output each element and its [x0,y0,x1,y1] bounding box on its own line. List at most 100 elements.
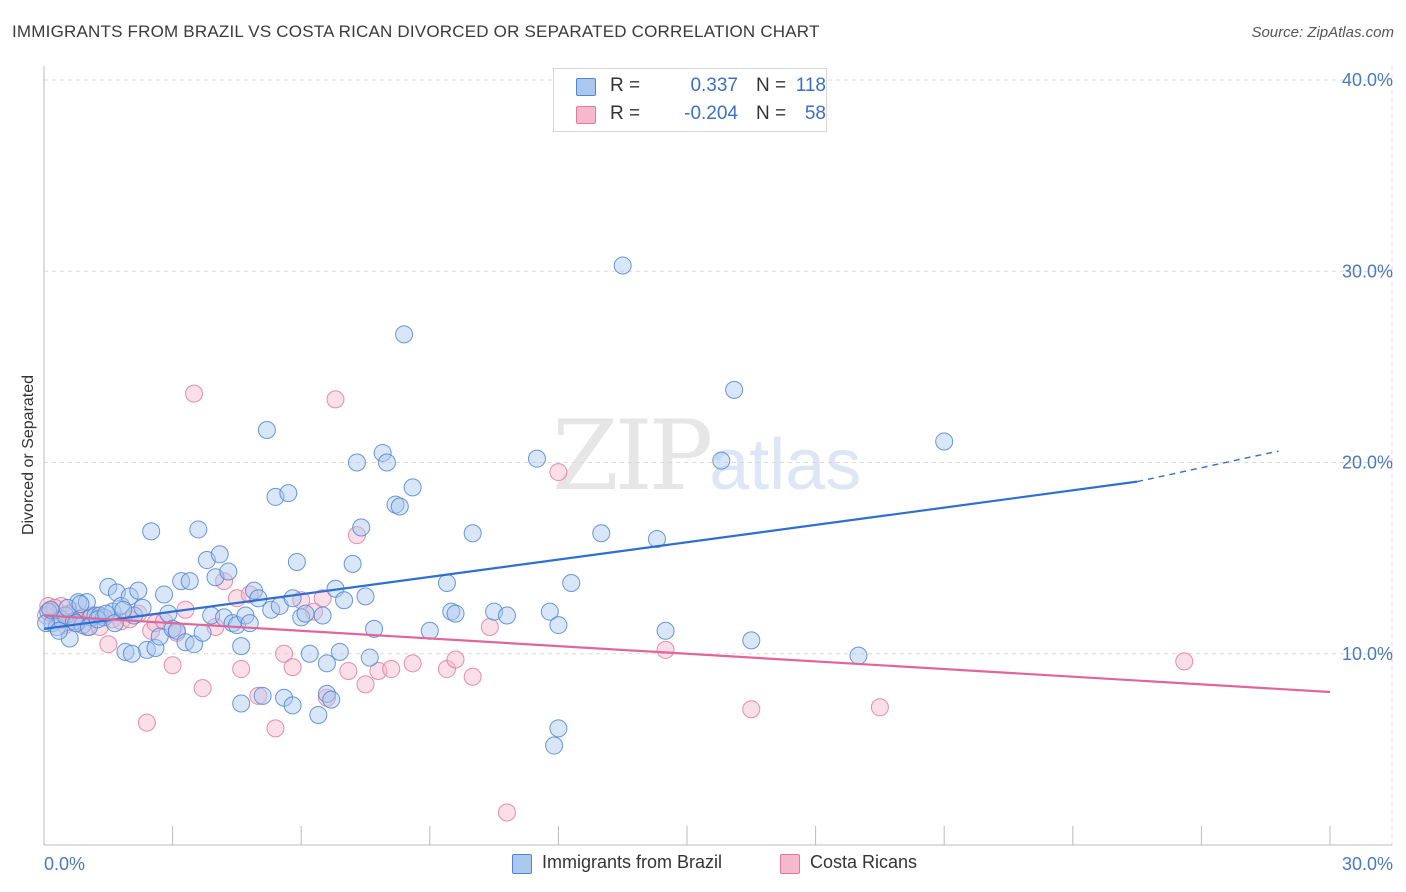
source-label: Source: ZipAtlas.com [1251,24,1394,41]
data-point [232,660,251,679]
data-point [266,719,285,738]
data-point [326,390,345,409]
data-point [712,451,731,470]
legend-label: Costa Ricans [810,852,918,872]
legend-r-label: R = [610,75,641,96]
data-point [1175,652,1194,671]
data-point [283,589,302,608]
data-point [592,524,611,543]
data-point [352,518,371,537]
data-point [163,656,182,675]
y-tick-label: 10.0% [1342,644,1393,664]
data-point [390,497,409,516]
data-point [185,384,204,403]
data-point [257,420,276,439]
data-point [339,661,358,680]
data-point [497,803,516,822]
data-point [395,325,414,344]
data-point [377,453,396,472]
data-point [549,616,568,635]
data-point [335,591,354,610]
series-immigrants-from-brazil [37,256,954,755]
data-point [403,654,422,673]
data-point [283,696,302,715]
data-point [275,644,294,663]
data-point [189,520,208,539]
data-point [480,617,499,636]
data-point [137,713,156,732]
data-point [527,449,546,468]
data-point [849,646,868,665]
legend-swatch-blue [512,854,532,874]
data-point [262,600,281,619]
data-point [463,667,482,686]
data-point [870,698,889,717]
data-point [742,700,761,719]
y-tick-label: 30.0% [1342,261,1393,281]
data-point [296,604,315,623]
legend-r-value: 0.337 [690,75,738,96]
data-point [146,639,165,658]
data-point [122,644,141,663]
gridlines [44,79,1392,655]
data-point [562,573,581,592]
data-point [253,686,272,705]
x-tick-label: 30.0% [1342,854,1393,874]
data-point [437,573,456,592]
data-point [725,380,744,399]
data-point [365,619,384,638]
data-point [549,719,568,738]
data-point [446,650,465,669]
stats-legend: R = 0.337 N = 118 R = -0.204 N = 58 [553,68,827,132]
data-point [403,478,422,497]
trend-lines [43,450,1331,694]
legend-r-label: R = [610,103,641,124]
data-point [540,602,559,621]
chart-title: IMMIGRANTS FROM BRAZIL VS COSTA RICAN DI… [12,22,820,41]
data-point [935,432,954,451]
trend-line-brazil [43,480,1138,630]
data-point [322,690,341,709]
data-point [155,585,174,604]
legend-swatch-blue [576,78,596,96]
data-point [114,600,133,619]
legend-n-label: N = [756,75,787,96]
data-point [545,736,564,755]
y-tick-label: 20.0% [1342,453,1393,473]
data-point [309,705,328,724]
data-point [463,524,482,543]
data-point [343,554,362,573]
data-point [99,577,118,596]
data-point [446,604,465,623]
data-point [347,453,366,472]
legend-r-value: -0.204 [684,103,738,124]
data-point [279,484,298,503]
trend-line-costa-ricans [43,614,1331,694]
data-point [210,545,229,564]
data-point [549,463,568,482]
legend-n-value: 118 [795,75,826,96]
data-point [193,679,212,698]
trend-line-brazil-extension [1136,450,1279,483]
data-point [249,686,268,705]
data-point [232,637,251,656]
data-point [215,572,234,591]
series-costa-ricans [37,384,1194,822]
tick-labels: 10.0% 20.0% 30.0% 40.0% 0.0% 30.0% [44,70,1393,874]
data-point [647,530,666,548]
data-point [656,640,675,659]
legend-n-label: N = [756,103,787,124]
data-point [360,648,379,667]
data-point [71,595,90,614]
data-point [99,635,118,654]
data-point [656,621,675,640]
data-point [497,606,516,625]
data-point [356,587,375,606]
y-tick-label: 40.0% [1342,70,1393,90]
data-point [60,629,79,648]
data-point [613,256,632,275]
data-point [129,581,148,600]
data-point [317,654,336,673]
data-point [313,606,332,625]
